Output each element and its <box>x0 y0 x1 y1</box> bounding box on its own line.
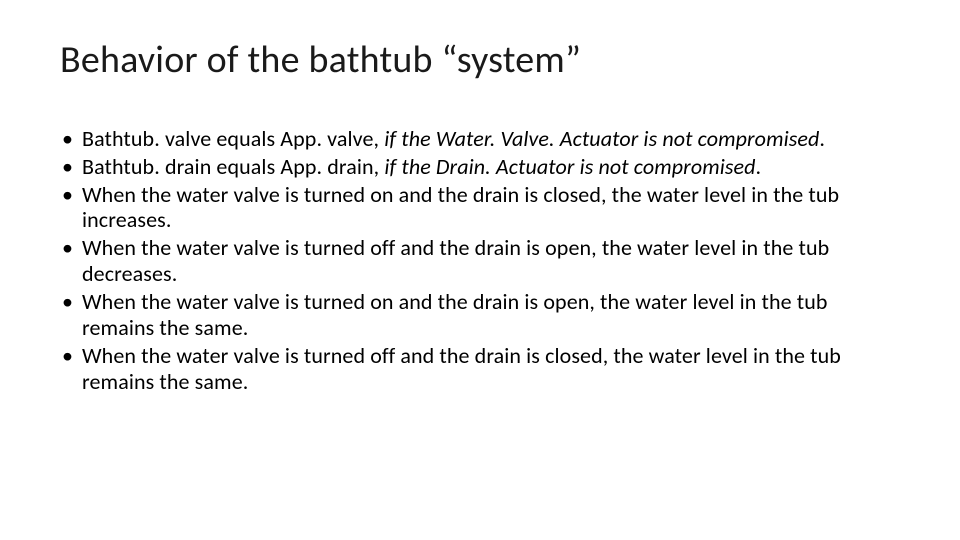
bullet-text-prefix: When the water valve is turned off and t… <box>82 342 841 395</box>
bullet-text-prefix: When the water valve is turned off and t… <box>82 234 829 287</box>
bullet-text-italic: if the Drain. Actuator is not compromise… <box>384 153 755 180</box>
bullet-text-suffix: . <box>756 153 762 180</box>
bullet-text-suffix: . <box>819 125 825 152</box>
list-item: When the water valve is turned off and t… <box>60 235 900 287</box>
bullet-text-prefix: Bathtub. drain equals App. drain, <box>82 153 384 180</box>
list-item: When the water valve is turned off and t… <box>60 343 900 395</box>
bullet-text-italic: if the Water. Valve. Actuator is not com… <box>384 125 819 152</box>
slide-title: Behavior of the bathtub “system” <box>60 38 900 84</box>
bullet-list: Bathtub. valve equals App. valve, if the… <box>60 126 900 396</box>
list-item: Bathtub. drain equals App. drain, if the… <box>60 154 900 180</box>
list-item: When the water valve is turned on and th… <box>60 182 900 234</box>
bullet-text-prefix: Bathtub. valve equals App. valve, <box>82 125 384 152</box>
bullet-text-prefix: When the water valve is turned on and th… <box>82 181 839 234</box>
slide: Behavior of the bathtub “system” Bathtub… <box>0 0 960 540</box>
list-item: When the water valve is turned on and th… <box>60 289 900 341</box>
bullet-text-prefix: When the water valve is turned on and th… <box>82 288 828 341</box>
list-item: Bathtub. valve equals App. valve, if the… <box>60 126 900 152</box>
